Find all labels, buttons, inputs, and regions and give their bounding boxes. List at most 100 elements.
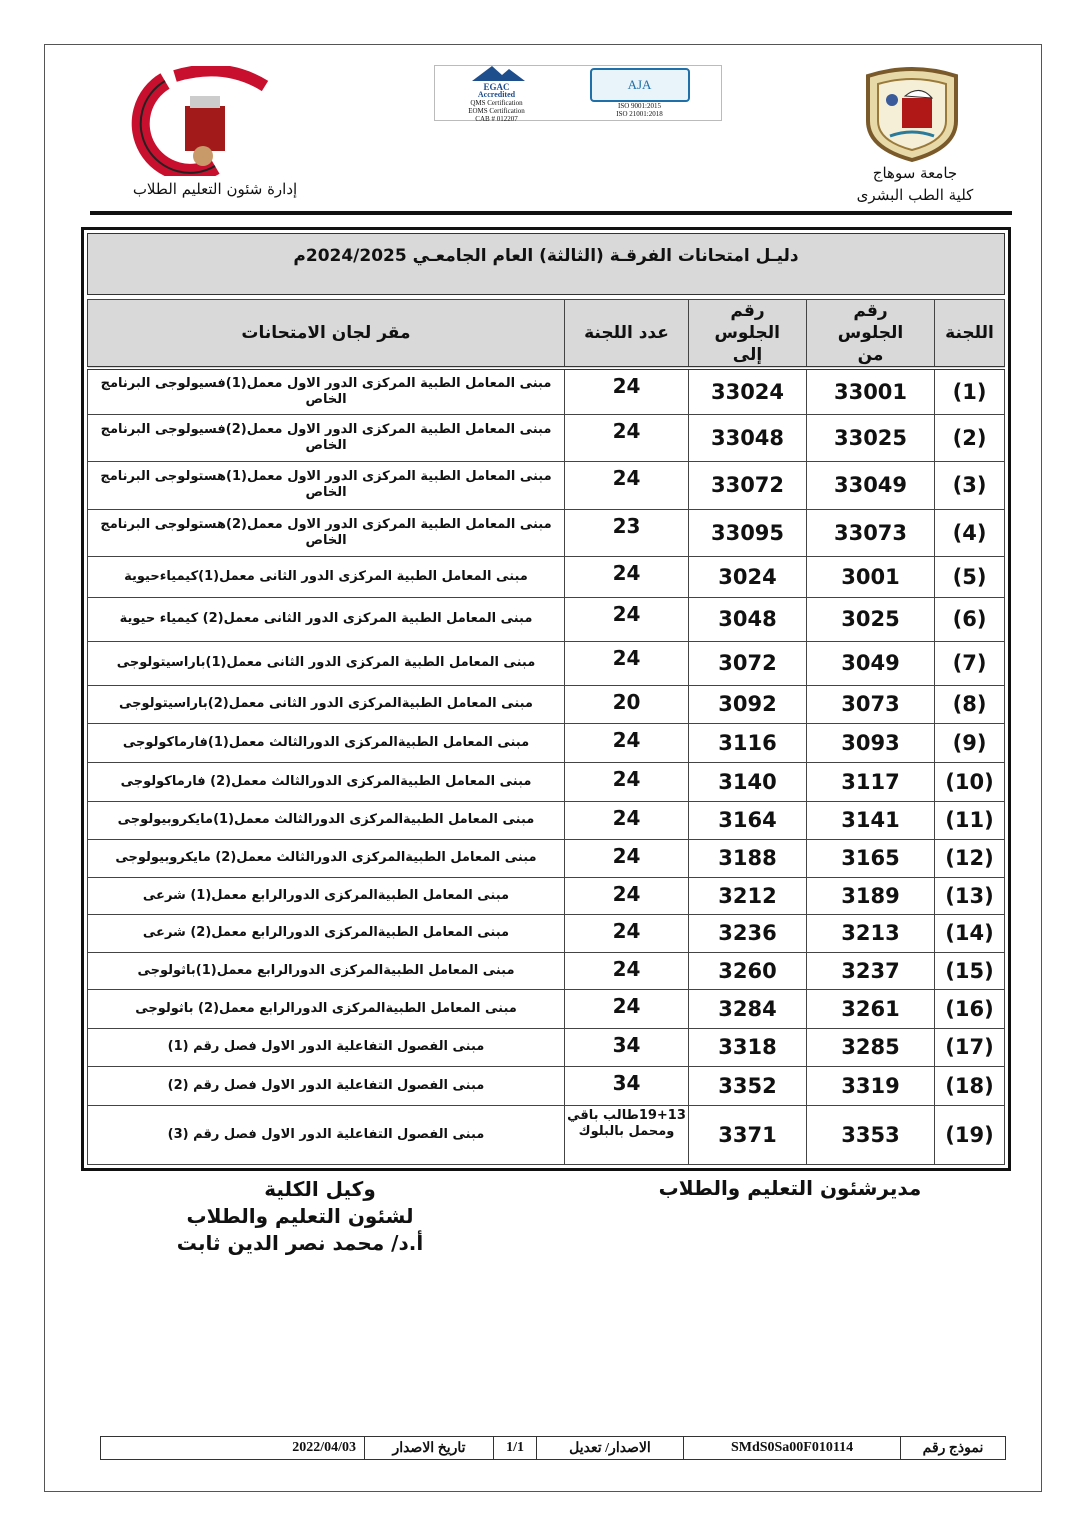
table-row: (16) 3261 3284 24 مبنى المعامل الطبيةالمركزى…	[87, 988, 1005, 1029]
table-row: (5) 3001 3024 24 مبنى المعامل الطبية المركزى…	[87, 555, 1005, 598]
eoms-text: EOMS Certification	[468, 107, 525, 115]
count-cell: 24	[564, 555, 689, 598]
from-cell: 3165	[806, 838, 935, 878]
count-cell: 34	[564, 1027, 689, 1067]
aja-text: AJA	[589, 68, 690, 102]
count-cell: 24	[564, 988, 689, 1029]
table-row: (9) 3093 3116 24 مبنى المعامل الطبيةالمركزى …	[87, 722, 1005, 763]
cab-text: CAB # 012207	[475, 115, 518, 123]
form-no-label: نموذج رقم	[900, 1437, 1005, 1459]
from-cell: 3261	[806, 988, 935, 1029]
count-cell: 24	[564, 913, 689, 953]
from-cell: 33025	[806, 413, 935, 462]
sohag-university-logo	[866, 67, 958, 162]
table-row: (12) 3165 3188 24 مبنى المعامل الطبيةالمركزى…	[87, 838, 1005, 878]
committee-cell: (2)	[934, 413, 1005, 462]
table-row: (19) 3353 3371 19+13طالب باقي ومحمل بالبلوك…	[87, 1104, 1005, 1165]
committee-cell: (18)	[934, 1065, 1005, 1106]
from-cell: 3001	[806, 555, 935, 598]
egac-logo: EGAC Accredited QMS Certification EOMS C…	[467, 63, 527, 123]
count-cell: 34	[564, 1065, 689, 1106]
header-to: رقم الجلوس إلى	[688, 299, 807, 369]
from-cell: 3237	[806, 951, 935, 990]
from-cell: 3093	[806, 722, 935, 763]
from-cell: 3353	[806, 1104, 935, 1165]
committee-cell: (17)	[934, 1027, 1005, 1067]
count-cell: 24	[564, 722, 689, 763]
table-row: (7) 3049 3072 24 مبنى المعامل الطبية المركزى…	[87, 640, 1005, 686]
count-cell: 20	[564, 684, 689, 724]
location-cell: مبنى المعامل الطبيةالمركزى الدورالرابع م…	[87, 876, 565, 915]
committee-cell: (6)	[934, 596, 1005, 642]
college-of-medicine-logo	[131, 66, 269, 176]
university-name: جامعة سوهاج	[872, 164, 958, 182]
to-cell: 33024	[688, 367, 807, 415]
to-cell: 33072	[688, 460, 807, 510]
from-cell: 3319	[806, 1065, 935, 1106]
accreditation-logos: EGAC Accredited QMS Certification EOMS C…	[434, 63, 722, 123]
form-no: SMdS0Sa00F010114	[683, 1437, 900, 1459]
table-row: (3) 33049 33072 24 مبنى المعامل الطبية المرك…	[87, 460, 1005, 510]
from-cell: 3073	[806, 684, 935, 724]
to-cell: 3188	[688, 838, 807, 878]
from-cell: 3141	[806, 800, 935, 840]
table-title: دليـل امتحانات الفرقـة (الثالثة) العام ا…	[87, 233, 1005, 295]
count-cell: 24	[564, 800, 689, 840]
committee-cell: (4)	[934, 508, 1005, 557]
to-cell: 3212	[688, 876, 807, 915]
date-label: تاريخ الاصدار	[364, 1437, 493, 1459]
count-cell: 24	[564, 951, 689, 990]
location-cell: مبنى المعامل الطبيةالمركزى الدورالرابع م…	[87, 988, 565, 1029]
from-cell: 33073	[806, 508, 935, 557]
count-cell: 19+13طالب باقي ومحمل بالبلوك	[564, 1104, 689, 1165]
committee-cell: (12)	[934, 838, 1005, 878]
table-row: (13) 3189 3212 24 مبنى المعامل الطبيةالمركزى…	[87, 876, 1005, 915]
to-cell: 3048	[688, 596, 807, 642]
count-cell: 24	[564, 876, 689, 915]
location-cell: مبنى المعامل الطبية المركزى الدور الثانى…	[87, 640, 565, 686]
header-location: مقر لجان الامتحانات	[87, 299, 565, 369]
count-cell: 24	[564, 761, 689, 802]
table-row: (14) 3213 3236 24 مبنى المعامل الطبيةالمركزى…	[87, 913, 1005, 953]
to-cell: 3318	[688, 1027, 807, 1067]
to-cell: 3260	[688, 951, 807, 990]
to-cell: 3116	[688, 722, 807, 763]
count-cell: 24	[564, 413, 689, 462]
location-cell: مبنى الفصول التفاعلية الدور الاول فصل رق…	[87, 1027, 565, 1067]
location-cell: مبنى المعامل الطبيةالمركزى الدورالرابع م…	[87, 951, 565, 990]
count-cell: 24	[564, 838, 689, 878]
location-cell: مبنى المعامل الطبية المركزى الدور الاول …	[87, 460, 565, 510]
location-cell: مبنى المعامل الطبية المركزى الدور الثانى…	[87, 555, 565, 598]
to-cell: 3092	[688, 684, 807, 724]
iso-21001-text: ISO 21001:2018	[616, 110, 663, 118]
exam-committees-table: دليـل امتحانات الفرقـة (الثالثة) العام ا…	[81, 227, 1011, 1171]
vice-dean-title: وكيل الكلية	[264, 1177, 376, 1201]
location-cell: مبنى الفصول التفاعلية الدور الاول فصل رق…	[87, 1104, 565, 1165]
university-name-block: جامعة سوهاج كلية الطب البشرى	[830, 162, 1000, 206]
location-cell: مبنى المعامل الطبية المركزى الدور الاول …	[87, 508, 565, 557]
from-cell: 3189	[806, 876, 935, 915]
table-row: (6) 3025 3048 24 مبنى المعامل الطبية المركزى…	[87, 596, 1005, 642]
committee-cell: (3)	[934, 460, 1005, 510]
to-cell: 3072	[688, 640, 807, 686]
committee-cell: (10)	[934, 761, 1005, 802]
page-border	[44, 44, 1042, 1492]
accredited-text: Accredited	[477, 90, 516, 99]
location-cell: مبنى المعامل الطبيةالمركزى الدورالثالث م…	[87, 800, 565, 840]
committee-cell: (7)	[934, 640, 1005, 686]
location-cell: مبنى المعامل الطبية المركزى الدور الثانى…	[87, 596, 565, 642]
to-cell: 33048	[688, 413, 807, 462]
to-cell: 3140	[688, 761, 807, 802]
location-cell: مبنى المعامل الطبيةالمركزى الدورالثالث م…	[87, 761, 565, 802]
location-cell: مبنى المعامل الطبيةالمركزى الدور الثانى …	[87, 684, 565, 724]
count-cell: 24	[564, 367, 689, 415]
from-cell: 3049	[806, 640, 935, 686]
table-row: (17) 3285 3318 34 مبنى الفصول التفاعلية الدو…	[87, 1027, 1005, 1067]
table-row: (8) 3073 3092 20 مبنى المعامل الطبيةالمركزى …	[87, 684, 1005, 724]
to-cell: 3164	[688, 800, 807, 840]
committee-cell: (11)	[934, 800, 1005, 840]
from-cell: 3213	[806, 913, 935, 953]
committee-cell: (9)	[934, 722, 1005, 763]
faculty-name: كلية الطب البشرى	[856, 186, 974, 204]
from-cell: 33001	[806, 367, 935, 415]
